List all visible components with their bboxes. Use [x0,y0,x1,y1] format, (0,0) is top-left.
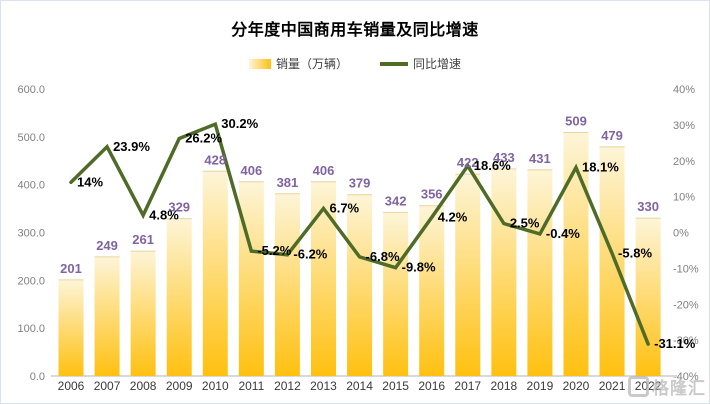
bar-label: 479 [601,128,623,143]
bar-label: 342 [385,193,407,208]
bar-2011 [238,181,264,376]
line-label: -6.8% [366,249,400,264]
x-tick: 2014 [346,379,373,393]
bar-2007 [94,256,120,376]
bar-label: 406 [240,163,262,178]
line-label: -5.8% [618,245,652,260]
bar-label: 261 [132,232,154,247]
bar-2009 [166,218,192,376]
y-left-tick: 200.0 [17,275,45,287]
bar-label: 433 [493,150,515,165]
y-left-tick: 600.0 [17,84,45,96]
y-right-tick: 40% [673,84,695,96]
y-right-tick: -10% [673,263,699,275]
bar-label: 330 [637,199,659,214]
y-right-tick: -20% [673,299,699,311]
bar-label: 431 [529,151,551,166]
line-label: 26.2% [185,131,222,146]
x-tick: 2013 [310,379,337,393]
line-label: -0.4% [546,226,580,241]
x-tick: 2009 [166,379,193,393]
x-tick: 2021 [599,379,626,393]
bar-2013 [310,181,336,376]
x-tick: 2011 [238,379,264,393]
line-label: 18.6% [474,158,511,173]
line-label: 23.9% [113,139,150,154]
bar-2008 [130,251,156,376]
bar-2022 [635,218,661,376]
bar-label: 329 [168,200,190,215]
x-tick: 2018 [490,379,517,393]
y-right-tick: 10% [673,192,695,204]
line-label: 30.2% [221,116,258,131]
growth-line [69,121,650,346]
y-right-tick: 0% [673,228,689,240]
y-left-tick: 300.0 [17,228,45,240]
bar-label: 379 [349,176,371,191]
x-tick: 2006 [58,379,85,393]
y-left-tick: 400.0 [17,180,45,192]
bar-2021 [599,146,625,376]
bar-2012 [274,193,300,376]
bar-label: 201 [60,261,82,276]
legend: 销量（万辆） 同比增速 [1,55,709,72]
y-right-tick: -30% [673,335,699,347]
y-right-tick: 20% [673,156,695,168]
bar-2015 [383,212,409,376]
x-tick: 2022 [635,379,662,393]
line-label: 14% [77,174,103,189]
line-label: -31.1% [654,336,696,351]
y-right-tick: -40% [673,371,699,383]
bar-label: 428 [204,152,226,167]
bar-2020 [563,132,589,376]
bar-label: 509 [565,114,587,129]
sales-bar-swatch-icon [248,58,271,69]
bar-2014 [347,194,373,376]
y-left-tick: 500.0 [17,132,45,144]
legend-sales-label: 销量（万辆） [275,57,348,71]
legend-item-growth: 同比增速 [380,55,461,72]
bar-2016 [419,205,445,376]
bar-label: 381 [277,175,299,190]
line-label: 4.2% [438,209,468,224]
bar-2019 [527,169,553,376]
line-label: 2.5% [510,216,540,231]
bar-2010 [202,171,228,376]
x-tick: 2007 [94,379,121,393]
line-label: -5.2% [257,243,291,258]
x-tick: 2016 [418,379,445,393]
bar-label: 422 [457,155,479,170]
x-tick: 2010 [202,379,229,393]
chart-title: 分年度中国商用车销量及同比增速 [231,22,479,39]
x-tick: 2012 [274,379,301,393]
x-tick: 2017 [454,379,481,393]
line-label: 4.8% [149,207,179,222]
x-tick: 2020 [563,379,590,393]
growth-line-swatch-icon [380,61,408,66]
y-left-tick: 100.0 [17,323,45,335]
line-label: 6.7% [329,200,359,215]
x-tick: 2015 [382,379,409,393]
bar-2018 [491,168,517,376]
bar-2006 [58,279,84,376]
legend-growth-label: 同比增速 [413,57,462,71]
line-label: -6.2% [293,247,327,262]
line-label: -9.8% [402,260,436,275]
y-left-tick: 0.0 [30,371,45,383]
bar-label: 249 [96,238,118,253]
line-label: 18.1% [582,160,619,175]
bar-label: 406 [313,163,335,178]
x-tick: 2019 [527,379,554,393]
y-right-tick: 30% [673,120,695,132]
x-tick: 2008 [130,379,157,393]
bar-label: 356 [421,187,443,202]
legend-item-sales: 销量（万辆） [248,55,348,72]
bar-2017 [455,174,481,376]
